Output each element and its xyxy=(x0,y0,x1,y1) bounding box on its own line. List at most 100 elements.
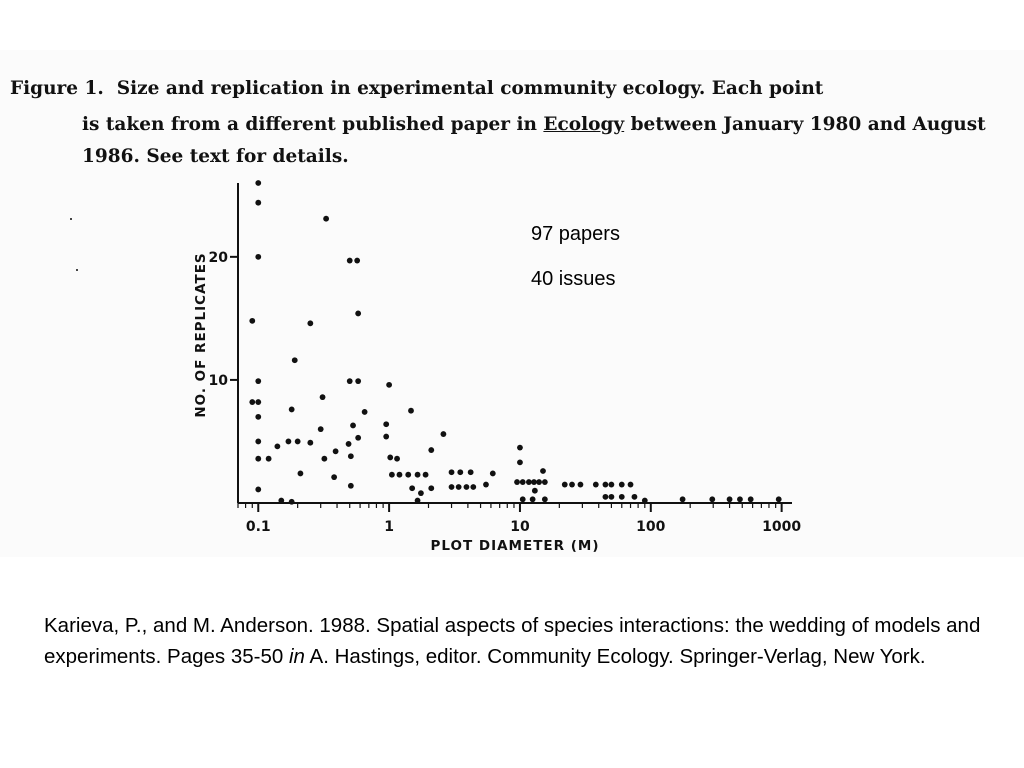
journal-name: Ecology xyxy=(543,114,625,135)
paper-count-annotation: 97 papers xyxy=(531,223,620,245)
data-point xyxy=(618,493,625,500)
data-point xyxy=(440,431,447,437)
data-point xyxy=(747,496,754,503)
data-point xyxy=(355,378,362,385)
data-point xyxy=(608,493,615,500)
data-point xyxy=(388,471,395,478)
data-point xyxy=(470,484,477,490)
data-point xyxy=(569,481,575,488)
x-tick-label: 1 xyxy=(384,519,394,535)
citation-italic-word: in xyxy=(289,645,305,668)
data-point xyxy=(331,474,338,481)
x-axis-label: PLOT DIAMETER (M) xyxy=(430,538,599,554)
data-point xyxy=(255,399,262,405)
data-point xyxy=(408,407,414,414)
data-point xyxy=(285,438,292,445)
figure-caption-line-1: Figure 1. Size and replication in experi… xyxy=(10,78,823,99)
data-point xyxy=(387,454,394,461)
data-point xyxy=(602,493,609,500)
data-point xyxy=(255,378,262,385)
y-tick-label: 20 xyxy=(209,250,229,266)
data-point xyxy=(350,422,356,429)
data-point xyxy=(317,426,324,433)
data-point xyxy=(540,468,546,474)
data-point xyxy=(278,497,285,504)
data-point xyxy=(409,485,416,492)
data-point xyxy=(321,455,328,462)
data-point xyxy=(641,497,648,504)
data-point xyxy=(679,496,686,503)
data-point xyxy=(618,481,625,488)
data-point xyxy=(709,496,716,503)
data-point xyxy=(489,470,496,477)
data-point xyxy=(517,459,523,466)
data-point xyxy=(307,439,314,446)
data-point xyxy=(428,447,435,453)
data-point xyxy=(519,479,526,485)
citation-text: A. Hastings, editor. Community Ecology. … xyxy=(304,645,926,668)
data-point xyxy=(265,455,272,462)
data-point xyxy=(386,381,393,388)
data-point xyxy=(355,310,362,317)
data-point xyxy=(428,485,435,492)
data-point xyxy=(483,481,489,488)
caption-text: is taken from a different published pape… xyxy=(82,114,537,135)
citation-text: Karieva, P., and M. Anderson. 1988. Spat… xyxy=(44,614,981,668)
data-point xyxy=(346,257,353,264)
data-point xyxy=(414,471,421,478)
data-point xyxy=(608,481,615,488)
data-point xyxy=(347,482,354,489)
data-point xyxy=(255,455,262,462)
data-point xyxy=(346,378,353,385)
data-point xyxy=(414,497,421,504)
data-point xyxy=(383,433,390,440)
data-point xyxy=(255,180,262,186)
data-point xyxy=(627,481,634,488)
data-point xyxy=(561,481,568,488)
scan-speck xyxy=(70,218,72,220)
data-point xyxy=(394,455,400,462)
data-point xyxy=(541,496,548,503)
data-point xyxy=(737,496,743,503)
y-tick-label: 10 xyxy=(209,373,229,389)
data-point xyxy=(347,453,354,460)
data-point xyxy=(274,443,281,450)
data-point xyxy=(396,471,403,478)
data-point xyxy=(255,199,262,206)
scanned-figure-background xyxy=(0,50,1024,557)
caption-text: between January 1980 and August xyxy=(630,114,986,135)
data-point xyxy=(448,469,455,476)
data-point xyxy=(255,413,262,420)
data-point xyxy=(383,421,390,428)
data-point xyxy=(249,399,256,405)
data-point xyxy=(319,394,326,401)
data-point xyxy=(332,448,339,455)
data-point xyxy=(775,496,782,503)
data-point xyxy=(525,479,532,485)
y-axis-label: NO. OF REPLICATES xyxy=(193,252,209,417)
data-point xyxy=(354,257,361,264)
data-point xyxy=(536,479,542,485)
data-point xyxy=(463,484,470,490)
data-point xyxy=(345,441,352,447)
data-point xyxy=(249,317,256,324)
data-point xyxy=(531,479,537,485)
data-point xyxy=(541,479,548,485)
x-tick-label: 100 xyxy=(636,519,665,535)
data-point xyxy=(255,486,262,493)
scatter-chart: 0.1 1 10 100 1000 10 20 PLOT DIAMETER (M) NO. OF… xyxy=(193,180,801,554)
data-point xyxy=(288,406,295,413)
figure-label: Figure 1. xyxy=(10,78,104,99)
figure-caption-line-2: is taken from a different published pape… xyxy=(82,114,986,135)
data-point xyxy=(529,496,536,503)
data-point xyxy=(291,357,298,364)
data-point xyxy=(602,481,609,488)
data-point xyxy=(361,409,368,415)
data-point xyxy=(422,471,429,478)
caption-text: Size and replication in experimental com… xyxy=(116,78,824,99)
data-point xyxy=(467,469,474,476)
data-point xyxy=(255,438,262,445)
data-point xyxy=(418,490,424,497)
x-tick-label: 10 xyxy=(510,519,530,535)
data-point xyxy=(255,253,262,260)
